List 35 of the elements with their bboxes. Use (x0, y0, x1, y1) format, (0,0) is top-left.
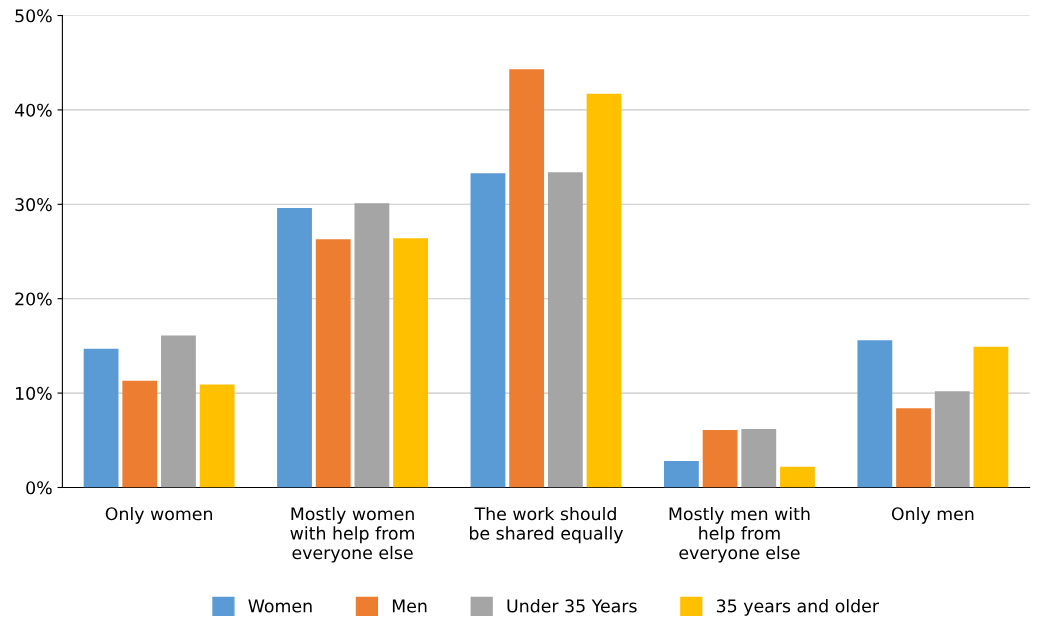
legend-label: 35 years and older (716, 599, 879, 616)
y-tick-label: 30% (15, 198, 52, 212)
bar (780, 466, 815, 488)
bar (973, 346, 1009, 488)
y-tick-label: 40% (14, 103, 52, 117)
x-tick-label: Only men (891, 506, 974, 524)
legend-label: Women (248, 599, 312, 613)
y-tick-label: 50% (15, 9, 52, 23)
bar (470, 173, 506, 488)
x-tick-label: The work should be shared equally (470, 506, 624, 544)
bar (161, 335, 196, 488)
bar (393, 238, 428, 488)
bar (741, 428, 777, 488)
bar (122, 380, 158, 488)
bar (315, 239, 351, 488)
bar (199, 384, 235, 488)
bar (547, 172, 583, 488)
x-tick-label: Only women (105, 506, 212, 524)
bar (896, 408, 931, 488)
x-tick-label: Mostly women with help from everyone else (290, 506, 414, 563)
y-tick-label: 10% (16, 386, 52, 400)
bar (702, 429, 738, 488)
legend-label: Men (392, 599, 427, 613)
y-tick-label: 0% (26, 481, 52, 495)
legend-label: Under 35 Years (507, 599, 637, 613)
bar (509, 69, 545, 488)
x-tick-label: Mostly men with help from everyone else (669, 506, 810, 563)
bar (354, 203, 390, 488)
bar (586, 93, 622, 488)
bar (83, 348, 119, 488)
bar (934, 391, 970, 488)
bar (857, 340, 893, 488)
y-tick-label: 20% (15, 292, 52, 306)
bar (277, 208, 312, 488)
bar (664, 461, 699, 488)
